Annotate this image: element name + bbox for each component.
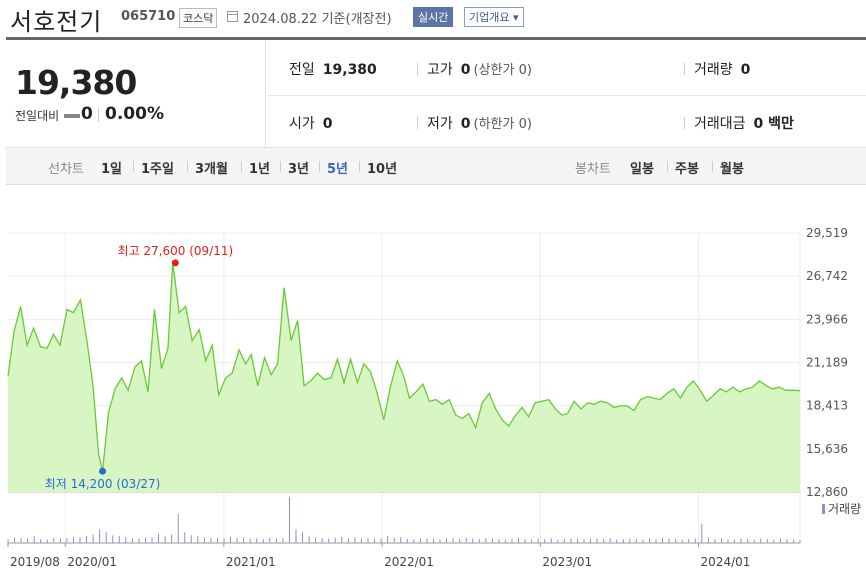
period-divider	[133, 161, 134, 172]
cell-divider	[684, 117, 685, 129]
period-divider	[319, 161, 320, 172]
x-tick-label: 2020/01	[67, 555, 117, 569]
max-label: 최고 27,600 (09/11)	[118, 244, 234, 258]
date-value: 2024.08.22	[243, 12, 318, 27]
prev-close-label: 전일	[289, 62, 315, 78]
y-tick-label: 18,413	[806, 399, 848, 413]
quote-date: 2024.08.22 기준(개장전)	[243, 8, 392, 27]
low-label: 저가	[427, 116, 453, 132]
period-divider	[359, 161, 360, 172]
amount-value: 0 백만	[753, 116, 794, 132]
change-percent: 0.00%	[105, 104, 164, 124]
price-line	[7, 262, 801, 472]
period-1w[interactable]: 1주일	[141, 162, 174, 177]
min-marker	[99, 467, 107, 475]
low-cell: 저가 0 (하한가 0)	[427, 113, 532, 133]
volume-legend-label: 거래량	[828, 502, 861, 516]
cell-divider	[417, 117, 418, 129]
candle-monthly[interactable]: 월봉	[720, 162, 744, 177]
x-axis-labels: 2019/08 2020/01 2021/01 2022/01 2023/01 2024/…	[10, 555, 750, 569]
cell-divider	[684, 63, 685, 75]
y-tick-label: 29,519	[806, 226, 848, 240]
row-divider	[267, 95, 866, 96]
y-axis-labels: 29,519 26,742 23,966 21,189 18,413 15,636 12,8…	[806, 226, 848, 499]
period-divider	[712, 161, 713, 172]
period-divider	[187, 161, 188, 172]
live-button[interactable]: 실시간	[413, 7, 454, 27]
date-basis: 기준(개장전)	[321, 12, 392, 27]
price-box: 19,380 전일대비 0 0.00%	[6, 40, 266, 147]
change-value: 0	[81, 104, 93, 124]
max-marker	[171, 259, 179, 267]
header-divider	[6, 37, 866, 40]
amount-label: 거래대금	[694, 116, 746, 132]
market-badge: 코스닥	[179, 8, 218, 28]
no-change-icon	[64, 114, 80, 118]
current-price: 19,380	[15, 63, 137, 102]
price-chart: 29,519 26,742 23,966 21,189 18,413 15,636 12,8…	[7, 226, 861, 569]
y-tick-label: 26,742	[806, 269, 848, 283]
amount-cell: 거래대금 0 백만	[694, 113, 794, 133]
volume-legend-swatch	[822, 504, 825, 514]
period-1d[interactable]: 1일	[101, 162, 123, 177]
period-divider	[280, 161, 281, 172]
period-divider	[667, 161, 668, 172]
open-value: 0	[322, 116, 333, 132]
extreme-markers: 최고 27,600 (09/11) 최저 14,200 (03/27)	[45, 244, 233, 491]
cell-divider	[417, 63, 418, 75]
y-tick-label: 21,189	[806, 356, 848, 370]
volume-label: 거래량	[694, 62, 733, 78]
x-tick-label: 2019/08	[10, 555, 60, 569]
high-limit: (상한가 0)	[473, 63, 532, 78]
stock-code: 065710	[121, 9, 176, 24]
candle-chart-label: 봉차트	[575, 162, 611, 177]
period-divider	[241, 161, 242, 172]
quote-info-grid: 전일 19,380 고가 0 (상한가 0) 거래량 0 시가 0 저가 0 (하한가 0) …	[267, 40, 866, 147]
period-5y[interactable]: 5년	[327, 162, 349, 177]
calendar-icon	[227, 11, 238, 22]
candle-daily[interactable]: 일봉	[630, 162, 654, 177]
change-label: 전일대비	[15, 109, 60, 123]
x-tick-label: 2022/01	[384, 555, 434, 569]
min-label: 최저 14,200 (03/27)	[45, 477, 161, 491]
low-value: 0	[460, 116, 471, 132]
x-tick-label: 2024/01	[701, 555, 751, 569]
stock-header: 서호전기 065710 코스닥 2024.08.22 기준(개장전) 실시간 기…	[0, 0, 866, 38]
y-tick-label: 12,860	[806, 485, 848, 499]
volume-cell: 거래량 0	[694, 59, 750, 79]
volume-legend: 거래량	[822, 502, 861, 516]
line-chart-label: 선차트	[48, 162, 84, 177]
y-tick-label: 15,636	[806, 442, 848, 456]
high-label: 고가	[427, 62, 453, 78]
prev-close-cell: 전일 19,380	[289, 59, 377, 79]
y-tick-label: 23,966	[806, 312, 848, 326]
volume-bars	[7, 497, 801, 543]
low-limit: (하한가 0)	[473, 117, 532, 132]
period-1y[interactable]: 1년	[249, 162, 271, 177]
period-bar: 선차트 1일 1주일 3개월 1년 3년 5년 10년 봉차트 일봉 주봉 월봉	[6, 147, 866, 185]
x-tick-label: 2021/01	[226, 555, 276, 569]
high-value: 0	[460, 62, 471, 78]
company-info-button[interactable]: 기업개요 ▾	[464, 7, 524, 27]
open-label: 시가	[289, 116, 315, 132]
period-3y[interactable]: 3년	[288, 162, 310, 177]
open-cell: 시가 0	[289, 113, 333, 133]
company-name: 서호전기	[10, 8, 103, 36]
period-10y[interactable]: 10년	[367, 162, 398, 177]
period-3m[interactable]: 3개월	[195, 162, 228, 177]
change-divider	[98, 108, 99, 122]
volume-value: 0	[740, 62, 751, 78]
x-tick-label: 2023/01	[542, 555, 592, 569]
prev-close-value: 19,380	[322, 62, 377, 78]
high-cell: 고가 0 (상한가 0)	[427, 59, 532, 79]
candle-weekly[interactable]: 주봉	[675, 162, 699, 177]
